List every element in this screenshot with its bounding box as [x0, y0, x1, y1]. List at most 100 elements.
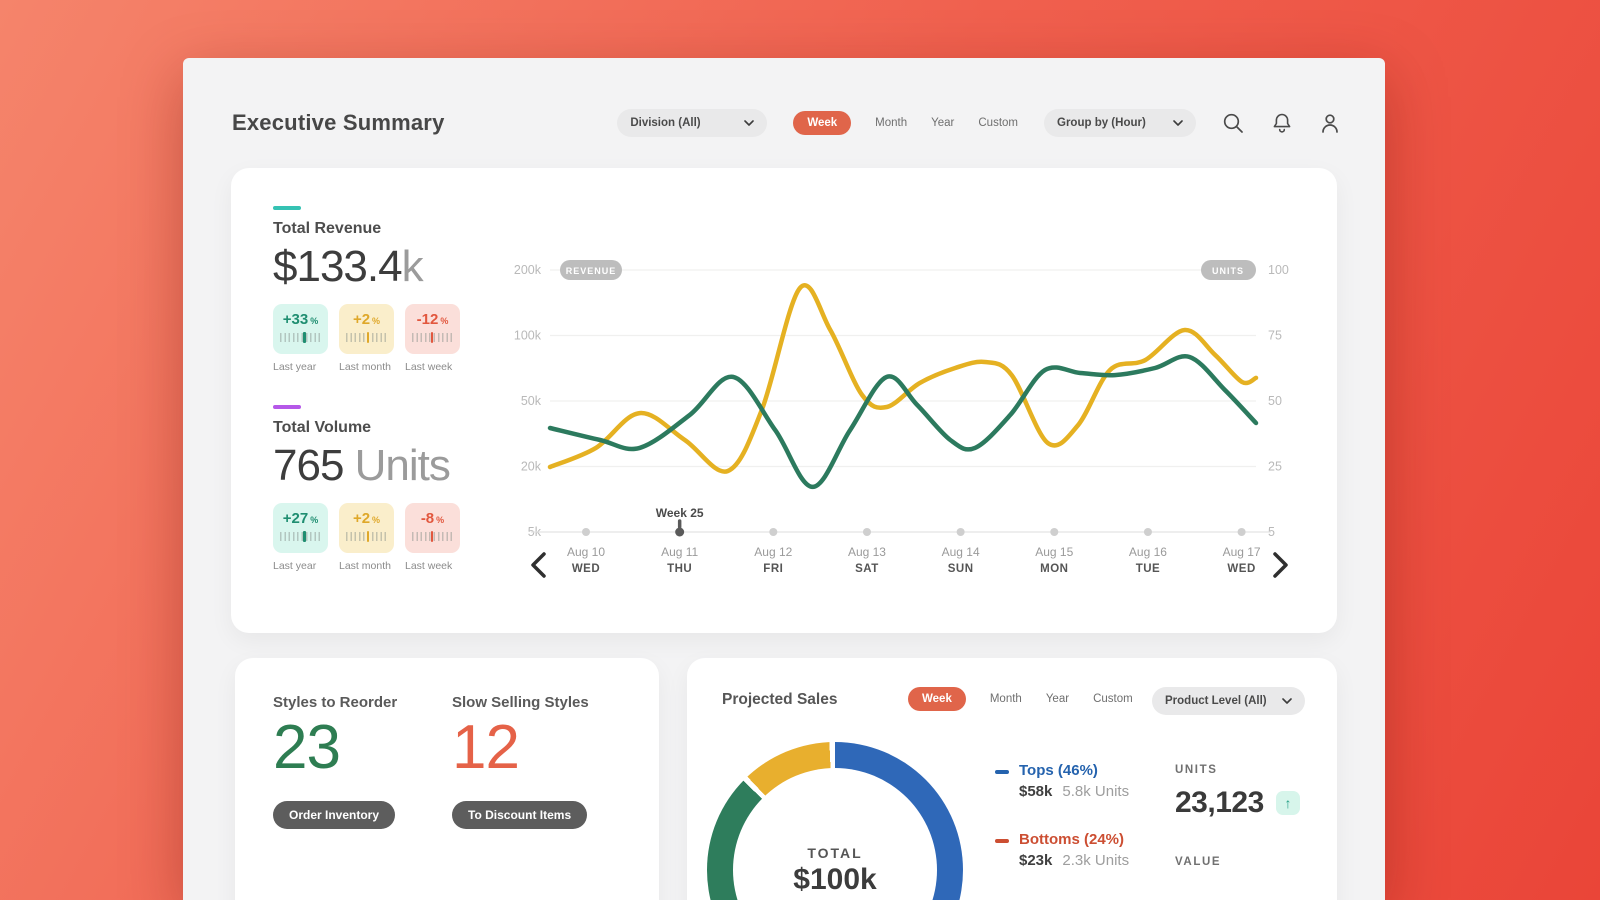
kpi-badge-labels: Last year Last month Last week	[273, 361, 513, 373]
legend-dash-icon	[995, 770, 1009, 774]
gauge-needle	[366, 531, 369, 542]
timeline-dot[interactable]	[1143, 528, 1152, 536]
chevron-down-icon	[1173, 120, 1183, 126]
legend-percent: (46%)	[1057, 762, 1098, 779]
projected-tab-week[interactable]: Week	[908, 687, 966, 711]
x-axis-date: Aug 10	[567, 545, 605, 559]
user-profile-icon[interactable]	[1319, 112, 1341, 135]
summary-chart-card: Total Revenue $133.4k +33% +2% -12% Last year…	[231, 168, 1337, 633]
timeline-dot[interactable]	[769, 528, 778, 536]
revenue-series-pill[interactable]	[560, 260, 622, 280]
donut-total-label: TOTAL	[807, 845, 863, 861]
x-axis-day: MON	[1040, 563, 1068, 575]
units-series-line	[547, 354, 1259, 490]
kpi-accent-bar	[273, 206, 301, 210]
legend-units: 5.8k Units	[1062, 783, 1130, 800]
change-badge: +27%	[273, 503, 328, 553]
search-icon[interactable]	[1222, 112, 1245, 135]
notifications-bell-icon[interactable]	[1271, 112, 1293, 135]
x-axis-day: WED	[1227, 563, 1255, 575]
value-stat-label: VALUE	[1175, 856, 1222, 868]
product-level-dropdown[interactable]: Product Level (All)	[1152, 687, 1305, 715]
change-badge-percent: +27%	[283, 510, 318, 527]
projected-tab-year[interactable]: Year	[1045, 693, 1070, 705]
right-axis-tick: 5	[1268, 525, 1275, 539]
discount-items-button[interactable]: To Discount Items	[452, 801, 588, 829]
units-series-pill[interactable]	[1201, 260, 1256, 280]
change-badge: -8%	[405, 503, 460, 553]
projected-tab-month[interactable]: Month	[989, 693, 1022, 705]
header-controls: Division (All) Week Month Year Custom Group…	[617, 109, 1341, 137]
change-badge-number: +27	[282, 510, 309, 527]
x-axis-day: WED	[572, 563, 600, 575]
left-axis-tick: 100k	[514, 329, 542, 343]
x-axis-day: TUE	[1136, 563, 1161, 575]
donut-legend: Tops (46%) $58k 5.8k Units Bottoms (24%) $23…	[995, 762, 1129, 869]
kpi-value-suffix: k	[401, 242, 424, 291]
kpi-badge-labels: Last year Last month Last week	[273, 560, 513, 572]
legend-name: Tops (46%)	[1019, 762, 1129, 779]
change-badge: -12%	[405, 304, 460, 354]
timeline-dot[interactable]	[1050, 528, 1059, 536]
projected-range-tabs: Week Month Year Custom	[908, 687, 1133, 711]
kpi-accent-bar	[273, 405, 301, 409]
kpi-column: Total Revenue $133.4k +33% +2% -12% Last year…	[273, 206, 513, 572]
projected-sales-donut: TOTAL $100k	[707, 742, 963, 900]
units-stat-number: 23,123	[1175, 786, 1264, 819]
change-badge: +33%	[273, 304, 328, 354]
product-level-dropdown-label: Product Level (All)	[1165, 695, 1267, 707]
chevron-down-icon	[1282, 698, 1292, 704]
kpi-title: Total Revenue	[273, 220, 382, 237]
tab-custom[interactable]: Custom	[978, 117, 1018, 129]
chevron-right-icon[interactable]	[1273, 552, 1288, 578]
timeline-dot[interactable]	[956, 528, 965, 536]
chevron-left-icon[interactable]	[531, 552, 546, 578]
change-badge-number: -8	[420, 510, 435, 527]
styles-col-slow-selling: Slow Selling Styles 12 To Discount Items	[452, 694, 589, 829]
percent-sign: %	[310, 515, 319, 525]
styles-col-reorder: Styles to Reorder 23 Order Inventory	[273, 694, 397, 829]
x-axis-date: Aug 14	[942, 545, 980, 559]
x-axis-date: Aug 15	[1035, 545, 1073, 559]
left-axis-tick: 200k	[514, 263, 542, 277]
tab-year[interactable]: Year	[931, 117, 955, 129]
groupby-dropdown[interactable]: Group by (Hour)	[1044, 109, 1196, 137]
kpi-total-revenue: Total Revenue $133.4k +33% +2% -12% Last year…	[273, 206, 513, 373]
change-badge-percent: +2%	[353, 311, 380, 328]
header: Executive Summary Division (All) Week Mon…	[232, 102, 1341, 144]
kpi-title: Total Volume	[273, 419, 372, 436]
timeline-dot[interactable]	[862, 528, 871, 536]
tab-week[interactable]: Week	[793, 111, 852, 135]
kpi-badge-row: +27% +2% -8%	[273, 503, 513, 553]
x-axis-date: Aug 16	[1129, 545, 1167, 559]
change-badge: +2%	[339, 304, 394, 354]
change-badge-gauge	[345, 531, 388, 542]
legend-item-tops: Tops (46%) $58k 5.8k Units	[995, 762, 1129, 800]
kpi-value: 765 Units	[273, 441, 513, 491]
kpi-total-volume: Total Volume 765 Units +27% +2% -8% Last year…	[273, 405, 513, 572]
change-badge-percent: +33%	[283, 311, 318, 328]
revenue-series-pill-label: REVENUE	[566, 266, 617, 276]
styles-col-title: Styles to Reorder	[273, 694, 398, 711]
timeline-dot[interactable]	[1237, 528, 1246, 536]
timeline-dot[interactable]	[675, 527, 685, 537]
legend-category: Bottoms	[1019, 831, 1084, 848]
gauge-needle	[303, 332, 306, 343]
gauge-needle	[303, 531, 306, 542]
legend-dash-icon	[995, 839, 1009, 843]
styles-card: Styles to Reorder 23 Order Inventory Slow S…	[235, 658, 659, 900]
units-series-pill-label: UNITS	[1212, 266, 1244, 276]
x-axis-day: SUN	[948, 563, 974, 575]
legend-sub: $58k 5.8k Units	[1019, 783, 1129, 800]
projected-tab-custom[interactable]: Custom	[1093, 693, 1133, 705]
division-dropdown[interactable]: Division (All)	[617, 109, 768, 137]
legend-amount: $58k	[1019, 783, 1053, 800]
kpi-badge-row: +33% +2% -12%	[273, 304, 513, 354]
timeline-dot[interactable]	[582, 528, 591, 536]
tab-month[interactable]: Month	[875, 117, 908, 129]
order-inventory-button[interactable]: Order Inventory	[273, 801, 396, 829]
projected-sales-title: Projected Sales	[722, 691, 838, 708]
gauge-needle	[430, 332, 434, 343]
projected-stats: UNITS 23,123 ↑ VALUE	[1175, 764, 1300, 868]
